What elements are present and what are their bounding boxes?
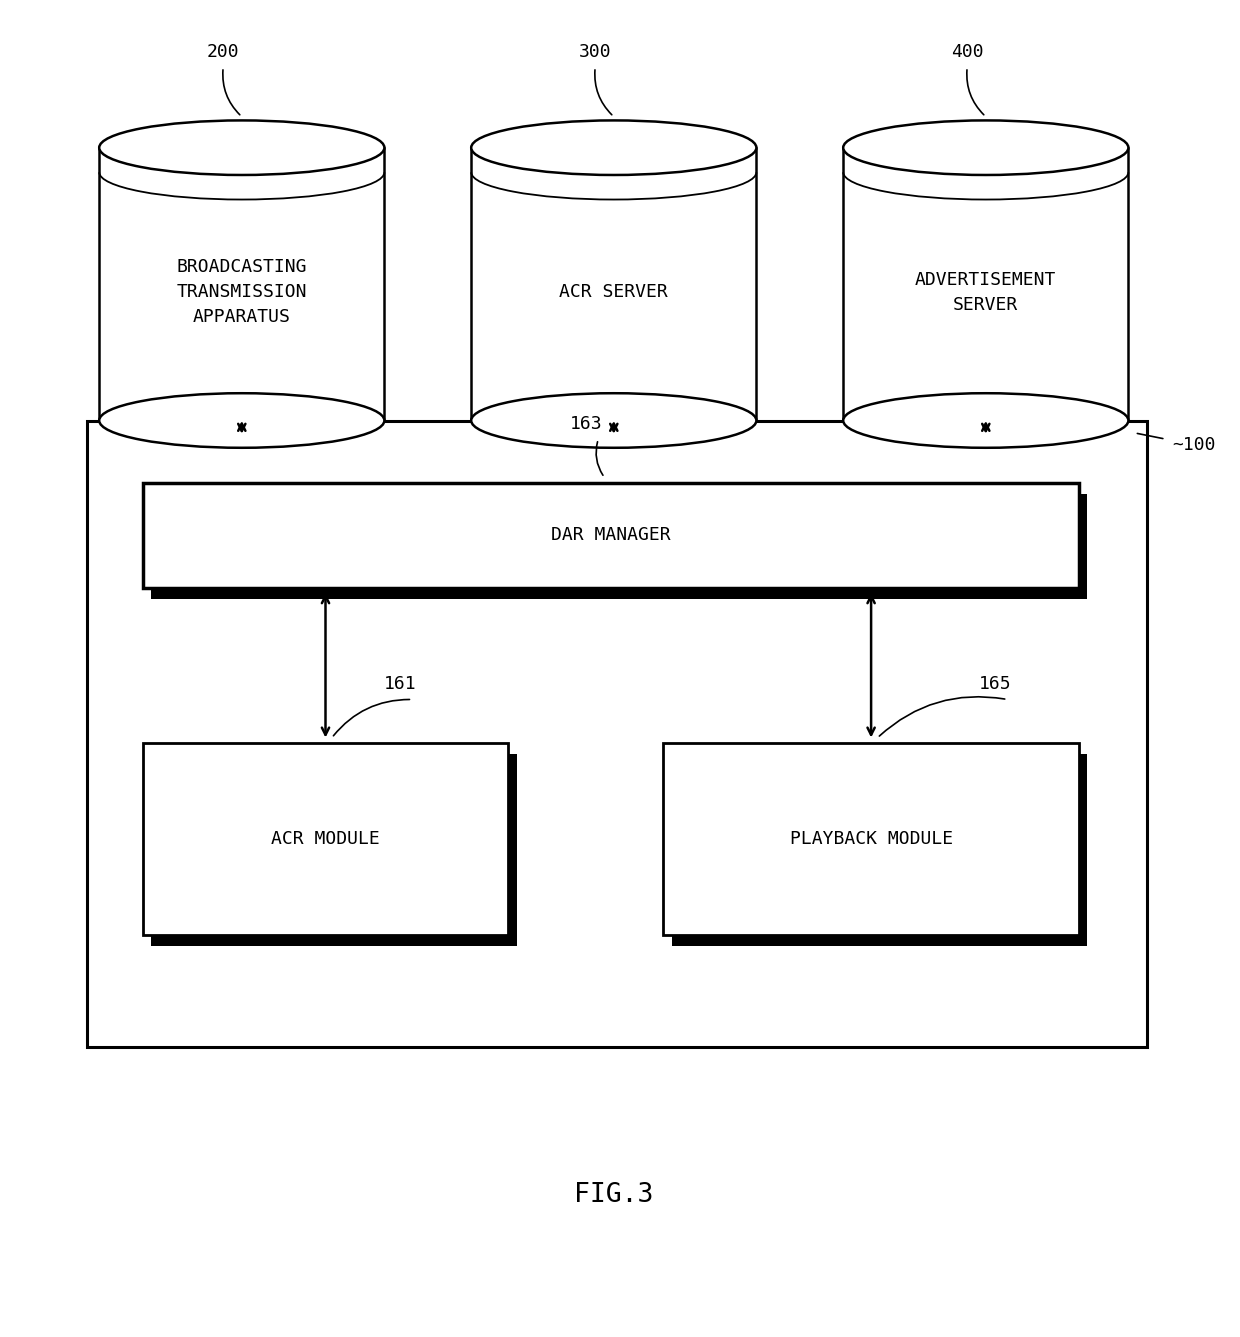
Bar (471, 147, 756, 421)
Bar (843, 147, 1128, 421)
Text: 163: 163 (569, 414, 603, 433)
Text: PLAYBACK MODULE: PLAYBACK MODULE (790, 830, 952, 848)
Bar (99, 147, 384, 421)
Ellipse shape (843, 393, 1128, 448)
Text: 200: 200 (207, 43, 239, 62)
Text: 300: 300 (579, 43, 611, 62)
Bar (151, 754, 517, 947)
Text: BROADCASTING
TRANSMISSION
APPARATUS: BROADCASTING TRANSMISSION APPARATUS (176, 258, 308, 326)
Text: FIG.3: FIG.3 (574, 1182, 653, 1209)
Bar (143, 743, 508, 935)
Ellipse shape (99, 393, 384, 448)
Ellipse shape (99, 120, 384, 175)
Bar (87, 421, 1147, 1047)
Ellipse shape (471, 120, 756, 175)
Text: 161: 161 (383, 675, 417, 694)
Text: ~100: ~100 (1172, 436, 1215, 455)
Text: ACR MODULE: ACR MODULE (272, 830, 379, 848)
Text: ADVERTISEMENT
SERVER: ADVERTISEMENT SERVER (915, 271, 1056, 314)
Text: ACR SERVER: ACR SERVER (559, 283, 668, 301)
Ellipse shape (843, 120, 1128, 175)
Text: 400: 400 (951, 43, 983, 62)
Bar (672, 754, 1087, 947)
Bar (151, 493, 1087, 599)
Text: DAR MANAGER: DAR MANAGER (551, 527, 671, 544)
Bar (143, 483, 1079, 588)
Text: 165: 165 (978, 675, 1012, 694)
Bar (663, 743, 1079, 935)
Ellipse shape (471, 393, 756, 448)
